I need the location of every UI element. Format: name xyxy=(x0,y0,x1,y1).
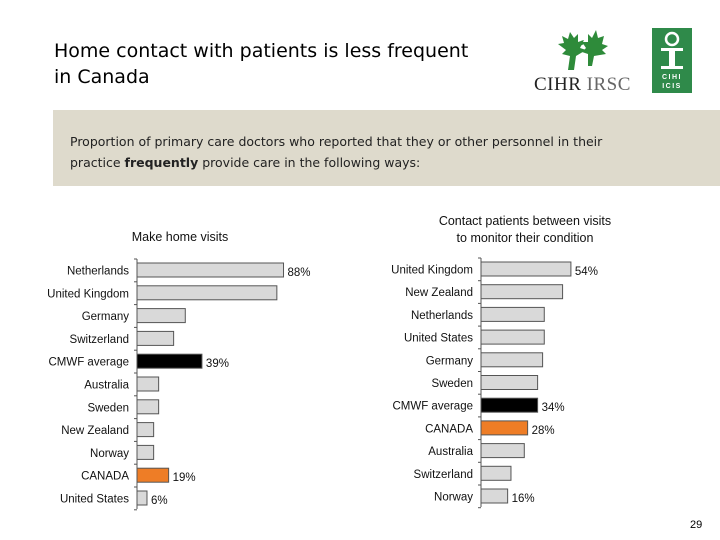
chart-1-bar-new-zealand xyxy=(136,422,155,438)
chart-1-category-label: Australia xyxy=(84,380,129,392)
chart-2-title-line-1: Contact patients between visits xyxy=(438,214,612,228)
chart-2-category-label: Netherlands xyxy=(411,310,473,322)
subtitle-banner: Proportion of primary care doctors who r… xyxy=(53,110,720,186)
chart-1-bar-united-kingdom xyxy=(136,285,278,301)
chart-2-bar-netherlands xyxy=(480,306,545,322)
page-title: Home contact with patients is less frequ… xyxy=(54,38,504,90)
chart-2-bar-united-kingdom xyxy=(480,261,572,277)
chart-2-category-label: Australia xyxy=(428,446,473,458)
chart-1-bar-united-states xyxy=(136,490,148,506)
chart-2-category-label: Norway xyxy=(434,492,473,504)
page-title-line-1: Home contact with patients is less frequ… xyxy=(54,40,469,62)
chart-2-value-label: 54% xyxy=(575,266,598,278)
chart-1-bar-switzerland xyxy=(136,330,175,346)
cihr-text: CIHR xyxy=(534,74,582,95)
page-title-line-2: in Canada xyxy=(54,66,150,88)
chart-2-value-label: 34% xyxy=(542,402,565,414)
chart-1-bar-germany xyxy=(136,308,186,324)
chart-1-category-label: Norway xyxy=(90,448,129,460)
chart-1-category-label: New Zealand xyxy=(61,425,129,437)
chart-2-category-label: United States xyxy=(404,333,473,345)
subtitle-line-2: practice frequently provide care in the … xyxy=(70,152,700,173)
cihi-icis-logo: CIHI ICIS xyxy=(652,28,692,93)
chart-1-bar-australia xyxy=(136,376,160,392)
icis-text: ICIS xyxy=(662,83,682,90)
cihi-logo-icon: CIHI ICIS xyxy=(652,28,692,93)
chart-2-value-label: 16% xyxy=(512,493,535,505)
chart-1-category-label: Netherlands xyxy=(67,266,129,278)
chart-2-category-label: United Kingdom xyxy=(391,265,473,277)
chart-2-bar-canada xyxy=(480,420,529,436)
chart-2-category-label: Switzerland xyxy=(414,469,473,481)
subtitle-text: Proportion of primary care doctors who r… xyxy=(70,131,700,173)
chart-1-category-label: United Kingdom xyxy=(47,288,129,300)
subtitle-line-1: Proportion of primary care doctors who r… xyxy=(70,134,603,149)
chart-1-category-label: CANADA xyxy=(81,471,129,483)
chart-2-bar-switzerland xyxy=(480,465,512,481)
chart-1-bar-sweden xyxy=(136,399,160,415)
chart-2-title-line-2: to monitor their condition xyxy=(456,231,594,245)
chart-2-category-label: CANADA xyxy=(425,423,473,435)
chart-2-bar-united-states xyxy=(480,329,545,345)
chart-2-category-label: CMWF average xyxy=(392,401,473,413)
irsc-text: IRSC xyxy=(586,74,631,95)
chart-1-category-label: Switzerland xyxy=(70,334,129,346)
cihr-irsc-wordmark: CIHR IRSC xyxy=(534,74,631,96)
chart-1-category-label: United States xyxy=(60,494,129,506)
chart-1-value-label: 88% xyxy=(288,267,311,279)
chart-1-category-label: CMWF average xyxy=(48,357,129,369)
chart-1-value-label: 19% xyxy=(173,472,196,484)
subtitle-line-2-post: provide care in the following ways: xyxy=(198,155,421,170)
page-number: 29 xyxy=(690,519,703,531)
chart-1-bar-cmwf-average xyxy=(136,353,203,369)
chart-1-bar-netherlands xyxy=(136,262,285,278)
chart-2-bar-australia xyxy=(480,443,525,459)
subtitle-emphasis: frequently xyxy=(124,155,199,170)
chart-2-category-label: Germany xyxy=(426,355,474,367)
maple-leaves-icon xyxy=(558,30,608,70)
chart-1-bar-canada xyxy=(136,467,170,483)
chart-2-value-label: 28% xyxy=(532,425,555,437)
chart-1-title: Make home visits xyxy=(131,230,229,244)
chart-2-bar-new-zealand xyxy=(480,284,564,300)
chart-2-bar-cmwf-average xyxy=(480,397,539,413)
chart-2-category-label: Sweden xyxy=(431,378,473,390)
chart-2-category-label: New Zealand xyxy=(405,287,473,299)
chart-1-value-label: 39% xyxy=(206,358,229,370)
cihi-text: CIHI xyxy=(662,74,682,81)
chart-1-bar-norway xyxy=(136,444,155,460)
chart-1-category-label: Germany xyxy=(82,311,130,323)
chart-2-bar-sweden xyxy=(480,375,539,390)
chart-1-category-label: Sweden xyxy=(87,402,129,414)
chart-2-bar-norway xyxy=(480,488,509,504)
chart-2-bar-germany xyxy=(480,352,544,368)
cihr-logo: CIHR IRSC xyxy=(534,26,634,96)
chart-2-title: Contact patients between visits to monit… xyxy=(400,213,650,247)
subtitle-line-2-pre: practice xyxy=(70,155,125,170)
chart-1-value-label: 6% xyxy=(151,495,168,507)
